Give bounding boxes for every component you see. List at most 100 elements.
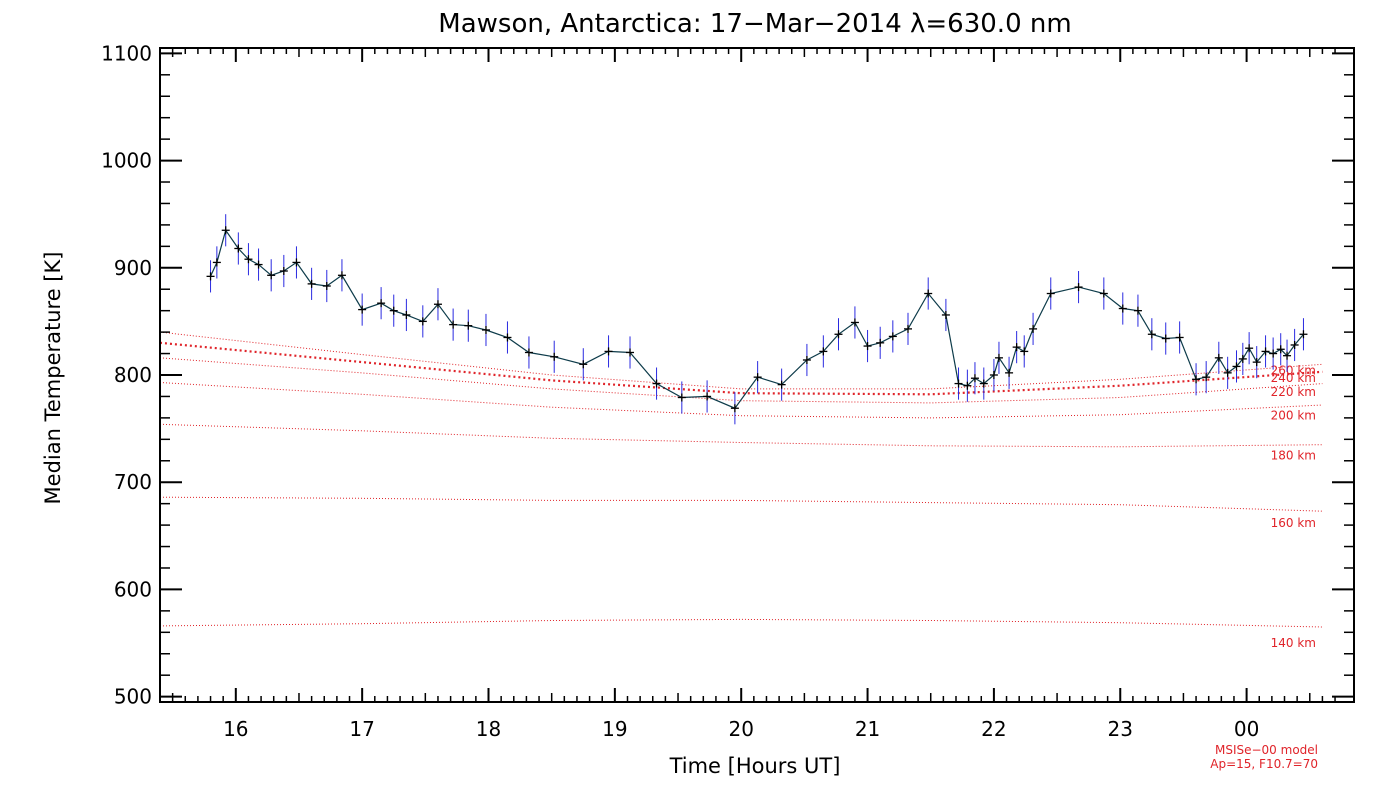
x-tick-label: 16 bbox=[223, 717, 248, 741]
data-point bbox=[221, 226, 230, 235]
data-series bbox=[206, 214, 1308, 425]
data-point bbox=[1175, 333, 1184, 342]
data-point bbox=[1133, 306, 1142, 315]
data-point bbox=[389, 306, 398, 315]
model-label-220-km: 220 km bbox=[1271, 385, 1316, 399]
data-point bbox=[652, 379, 661, 388]
data-point bbox=[358, 305, 367, 314]
data-point bbox=[1232, 362, 1241, 371]
model-label-240-km: 240 km bbox=[1271, 371, 1316, 385]
data-point bbox=[244, 255, 253, 264]
data-point bbox=[994, 353, 1003, 362]
data-point bbox=[970, 374, 979, 383]
chart-title: Mawson, Antarctica: 17−Mar−2014 λ=630.0 … bbox=[438, 9, 1071, 39]
data-point bbox=[753, 373, 762, 382]
y-tick-label: 700 bbox=[114, 470, 152, 494]
y-axis-label: Median Temperature [K] bbox=[41, 252, 65, 505]
model-label-180-km: 180 km bbox=[1271, 448, 1316, 462]
data-point bbox=[234, 244, 243, 253]
data-point bbox=[1223, 368, 1232, 377]
data-point bbox=[1238, 354, 1247, 363]
data-point bbox=[1029, 324, 1038, 333]
data-point bbox=[1074, 283, 1083, 292]
data-point bbox=[307, 279, 316, 288]
model-curve-260-km bbox=[159, 331, 1323, 390]
data-point bbox=[322, 282, 331, 291]
data-point bbox=[579, 360, 588, 369]
x-tick-label: 18 bbox=[476, 717, 501, 741]
data-point bbox=[677, 393, 686, 402]
model-curve-220-km bbox=[159, 357, 1323, 404]
data-point bbox=[1147, 330, 1156, 339]
data-point bbox=[1118, 304, 1127, 313]
data-point bbox=[863, 342, 872, 351]
data-point bbox=[888, 332, 897, 341]
x-tick-label: 00 bbox=[1234, 717, 1259, 741]
data-point bbox=[1012, 343, 1021, 352]
data-point bbox=[979, 379, 988, 388]
model-curve-240-km bbox=[159, 341, 1323, 396]
data-point bbox=[989, 371, 998, 379]
data-point bbox=[503, 333, 512, 342]
model-annotation-line-1: MSISe−00 model bbox=[1215, 743, 1318, 757]
data-point bbox=[834, 330, 843, 339]
y-tick-label: 1100 bbox=[101, 41, 152, 65]
data-point bbox=[1283, 351, 1292, 360]
model-label-140-km: 140 km bbox=[1271, 636, 1316, 650]
data-point bbox=[802, 355, 811, 364]
data-point bbox=[464, 321, 473, 330]
model-label-260-km: 260 km bbox=[1271, 364, 1316, 378]
data-point bbox=[254, 260, 263, 269]
data-point bbox=[1269, 349, 1278, 358]
data-point bbox=[1005, 368, 1014, 377]
data-point bbox=[924, 289, 933, 298]
x-tick-label: 21 bbox=[855, 717, 880, 741]
data-point bbox=[963, 381, 972, 390]
data-point bbox=[524, 348, 533, 357]
data-point bbox=[433, 300, 442, 309]
x-tick-label: 20 bbox=[728, 717, 753, 741]
data-point bbox=[550, 352, 559, 361]
model-curve-160-km bbox=[159, 496, 1323, 512]
temperature-line bbox=[209, 228, 1304, 409]
x-tick-label: 19 bbox=[602, 717, 627, 741]
data-point bbox=[1290, 340, 1299, 349]
data-point bbox=[292, 258, 301, 267]
data-point bbox=[1192, 375, 1201, 384]
data-point bbox=[1046, 289, 1055, 298]
data-point bbox=[377, 299, 386, 308]
y-tick-label: 600 bbox=[114, 577, 152, 601]
y-tick-label: 500 bbox=[114, 685, 152, 709]
data-point bbox=[903, 324, 912, 333]
data-point bbox=[626, 348, 635, 357]
data-point bbox=[954, 379, 963, 388]
data-point bbox=[850, 318, 859, 327]
data-point bbox=[876, 338, 885, 347]
data-point bbox=[449, 320, 458, 329]
x-tick-label: 23 bbox=[1108, 717, 1133, 741]
y-tick-label: 1000 bbox=[101, 149, 152, 173]
model-annotation-line-2: Ap=15, F10.7=70 bbox=[1210, 757, 1318, 771]
data-point bbox=[703, 392, 712, 401]
model-curve-140-km bbox=[159, 618, 1323, 628]
data-point bbox=[1276, 345, 1285, 354]
data-point bbox=[337, 271, 346, 280]
data-point bbox=[418, 317, 427, 326]
data-point bbox=[402, 310, 411, 319]
data-point bbox=[1299, 330, 1308, 339]
x-tick-label: 17 bbox=[349, 717, 374, 741]
data-point bbox=[1214, 353, 1223, 362]
data-point bbox=[1245, 344, 1254, 353]
x-axis-label: Time [Hours UT] bbox=[669, 754, 841, 778]
y-tick-label: 800 bbox=[114, 363, 152, 387]
y-tick-label: 900 bbox=[114, 256, 152, 280]
data-point bbox=[730, 404, 739, 413]
data-point bbox=[1261, 347, 1270, 356]
data-point bbox=[1161, 334, 1170, 343]
data-point bbox=[819, 347, 828, 356]
data-point bbox=[1252, 358, 1261, 367]
model-curve-180-km bbox=[159, 423, 1323, 448]
data-point bbox=[206, 272, 215, 281]
data-point bbox=[212, 258, 221, 267]
